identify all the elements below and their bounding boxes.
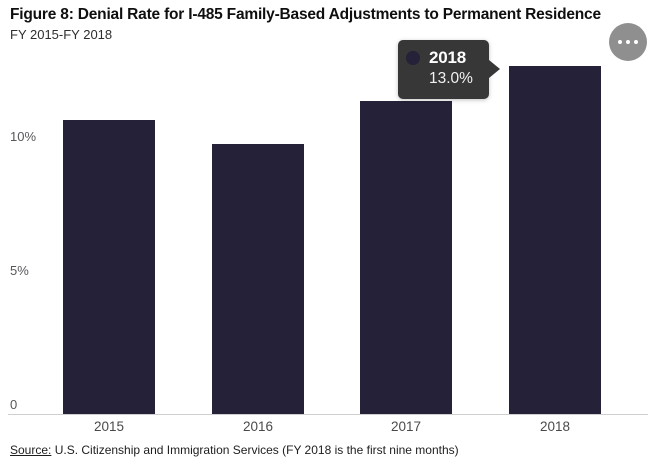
bar-2017[interactable] [360,101,452,414]
x-axis-label-2017: 2017 [390,419,422,434]
x-axis-label-2016: 2016 [242,419,274,434]
bar-2016[interactable] [212,144,304,414]
more-options-button[interactable] [609,23,647,61]
source-label: Source: [10,443,52,457]
source-text: U.S. Citizenship and Immigration Service… [51,443,459,457]
tooltip-year: 2018 [429,48,467,67]
ellipsis-icon [618,40,638,44]
bar-2018[interactable] [509,66,601,414]
bar-2015[interactable] [63,120,155,414]
x-axis-baseline [8,414,648,415]
tooltip: 2018 13.0% [398,40,500,99]
y-axis-tick-10pct: 10% [10,129,37,145]
chart-title: Figure 8: Denial Rate for I-485 Family-B… [10,6,601,23]
source-note: Source: U.S. Citizenship and Immigration… [10,443,459,457]
x-axis-label-2018: 2018 [539,419,571,434]
tooltip-pointer-arrow [489,60,500,78]
tooltip-series-dot-icon [406,51,420,65]
y-axis-tick-0: 0 [10,397,18,412]
x-axis-label-2015: 2015 [93,419,125,434]
tooltip-value: 13.0% [429,70,473,87]
y-axis-tick-5pct: 5% [10,263,29,279]
chart-subtitle: FY 2015-FY 2018 [10,27,113,42]
